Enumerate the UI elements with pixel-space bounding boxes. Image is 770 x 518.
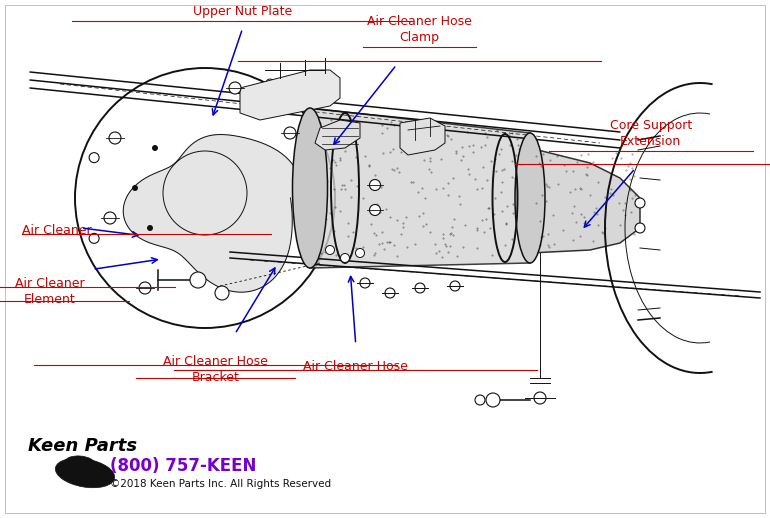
Circle shape [450, 281, 460, 291]
Polygon shape [240, 70, 340, 120]
Circle shape [635, 223, 645, 233]
Text: Core Support
Extension: Core Support Extension [610, 119, 691, 148]
Circle shape [534, 392, 546, 404]
Circle shape [109, 132, 121, 144]
Circle shape [370, 205, 380, 215]
Circle shape [89, 233, 99, 243]
Text: Air Cleaner: Air Cleaner [22, 224, 91, 237]
Circle shape [284, 127, 296, 139]
Circle shape [635, 198, 645, 208]
Text: Air Cleaner Hose
Clamp: Air Cleaner Hose Clamp [367, 15, 472, 44]
Circle shape [415, 283, 425, 293]
Circle shape [215, 286, 229, 300]
Polygon shape [310, 108, 530, 268]
Circle shape [190, 272, 206, 288]
Ellipse shape [65, 456, 95, 470]
Circle shape [266, 79, 274, 87]
Polygon shape [123, 135, 302, 292]
Circle shape [356, 249, 364, 257]
Circle shape [486, 393, 500, 407]
Text: Air Cleaner
Element: Air Cleaner Element [15, 277, 85, 306]
Text: (800) 757-KEEN: (800) 757-KEEN [110, 457, 256, 475]
Circle shape [132, 185, 138, 191]
Text: Air Cleaner Hose: Air Cleaner Hose [303, 360, 408, 373]
Circle shape [139, 282, 151, 294]
Ellipse shape [515, 133, 545, 263]
Polygon shape [400, 118, 445, 155]
Text: ©2018 Keen Parts Inc. All Rights Reserved: ©2018 Keen Parts Inc. All Rights Reserve… [110, 479, 331, 489]
Circle shape [291, 79, 299, 87]
Circle shape [311, 79, 319, 87]
Circle shape [326, 246, 334, 254]
Text: Keen Parts: Keen Parts [28, 437, 137, 455]
Polygon shape [315, 120, 360, 150]
Polygon shape [530, 148, 640, 253]
Circle shape [152, 145, 158, 151]
Text: Air Cleaner Hose
Bracket: Air Cleaner Hose Bracket [163, 355, 268, 384]
Circle shape [104, 212, 116, 224]
Circle shape [475, 395, 485, 405]
Circle shape [360, 278, 370, 288]
Ellipse shape [55, 458, 115, 488]
Ellipse shape [293, 108, 327, 268]
Circle shape [89, 153, 99, 163]
Circle shape [340, 253, 350, 263]
Circle shape [385, 288, 395, 298]
Text: Upper Nut Plate: Upper Nut Plate [193, 5, 292, 18]
Circle shape [147, 225, 153, 231]
Circle shape [370, 180, 380, 191]
Circle shape [229, 82, 241, 94]
